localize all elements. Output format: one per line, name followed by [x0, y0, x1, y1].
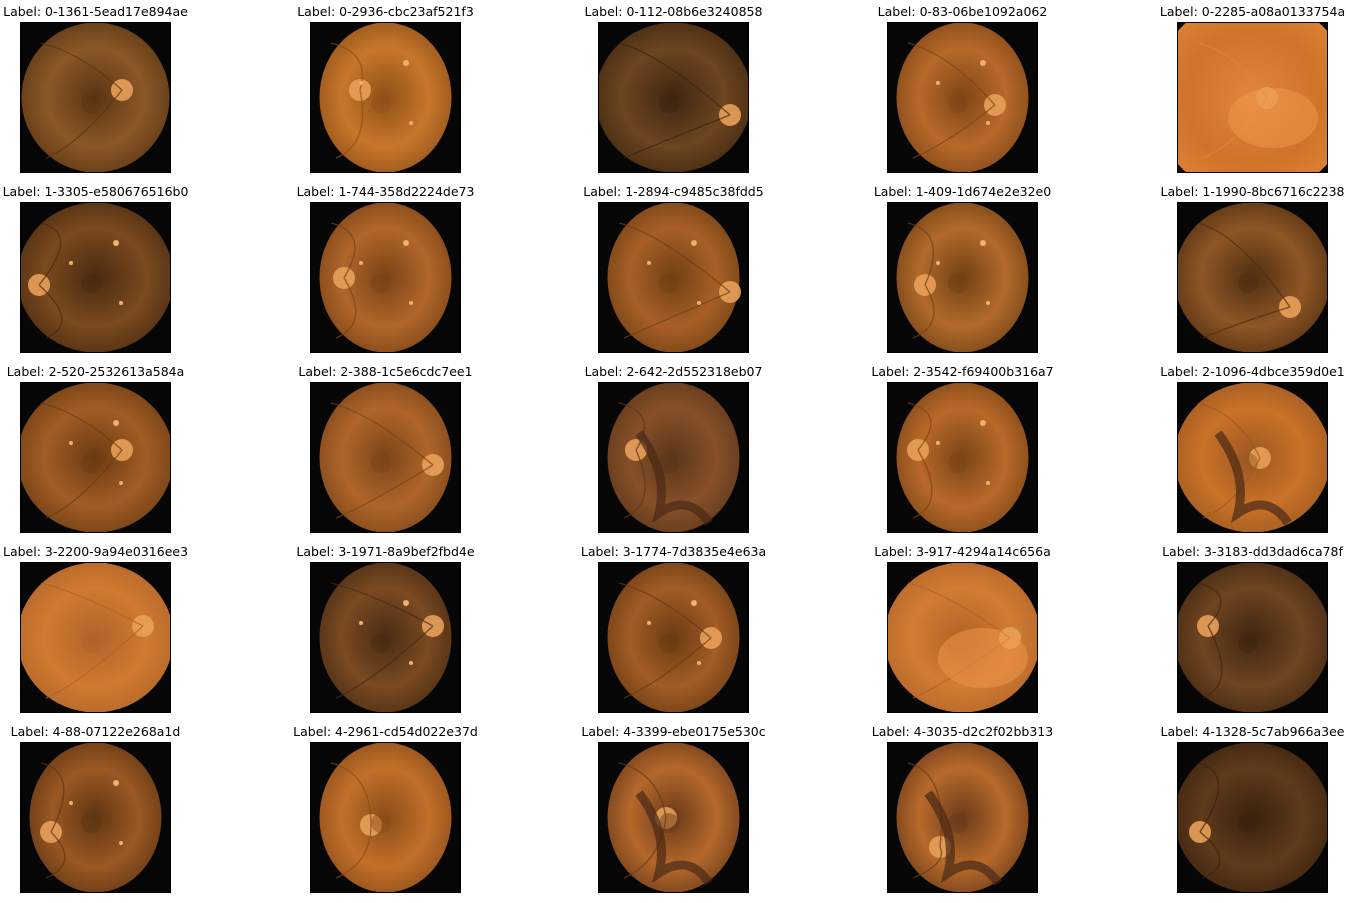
fundus-image — [20, 22, 171, 173]
fundus-thumbnail: Label: 4-2961-cd54d022e37d — [293, 724, 478, 896]
fundus-image — [887, 22, 1038, 173]
fundus-thumbnail: Label: 4-3399-ebe0175e530c — [581, 724, 766, 896]
fundus-thumbnail: Label: 2-388-1c5e6cdc7ee1 — [298, 364, 473, 536]
fundus-thumbnail: Label: 4-88-07122e268a1d — [11, 724, 180, 896]
fundus-thumbnail: Label: 3-1971-8a9bef2fbd4e — [296, 544, 475, 716]
image-label: Label: 2-520-2532613a584a — [6, 364, 185, 379]
fundus-image — [310, 382, 461, 533]
fundus-thumbnail: Label: 2-1096-4dbce359d0e1 — [1160, 364, 1345, 536]
fundus-thumbnail: Label: 4-1328-5c7ab966a3ee — [1161, 724, 1344, 896]
fundus-thumbnail: Label: 1-744-358d2224de73 — [297, 184, 474, 356]
fundus-thumbnail: Label: 3-917-4294a14c656a — [874, 544, 1051, 716]
fundus-image — [598, 562, 749, 713]
fundus-image — [887, 382, 1038, 533]
fundus-image — [1177, 382, 1328, 533]
fundus-image — [20, 742, 171, 893]
fundus-image — [20, 202, 171, 353]
image-label: Label: 3-1774-7d3835e4e63a — [580, 544, 767, 559]
image-label: Label: 1-3305-e580676516b0 — [2, 184, 189, 199]
fundus-thumbnail: Label: 3-2200-9a94e0316ee3 — [3, 544, 188, 716]
fundus-image — [310, 562, 461, 713]
fundus-thumbnail: Label: 0-2285-a08a0133754a — [1160, 4, 1345, 176]
image-label: Label: 1-744-358d2224de73 — [296, 184, 475, 199]
image-label: Label: 0-1361-5ead17e894ae — [3, 4, 188, 19]
image-label: Label: 1-2894-c9485c38fdd5 — [583, 184, 764, 199]
fundus-thumbnail: Label: 1-3305-e580676516b0 — [3, 184, 188, 356]
fundus-image — [1177, 562, 1328, 713]
fundus-image — [598, 202, 749, 353]
fundus-thumbnail: Label: 1-1990-8bc6716c2238 — [1161, 184, 1344, 356]
image-label: Label: 0-83-06be1092a062 — [877, 4, 1048, 19]
image-label: Label: 0-2285-a08a0133754a — [1159, 4, 1346, 19]
fundus-thumbnail: Label: 3-3183-dd3dad6ca78f — [1162, 544, 1343, 716]
fundus-thumbnail: Label: 0-1361-5ead17e894ae — [3, 4, 188, 176]
image-label: Label: 4-3399-ebe0175e530c — [581, 724, 766, 739]
image-label: Label: 0-112-08b6e3240858 — [584, 4, 763, 19]
image-label: Label: 4-1328-5c7ab966a3ee — [1160, 724, 1345, 739]
fundus-image — [598, 382, 749, 533]
fundus-image — [1177, 202, 1328, 353]
image-label: Label: 2-388-1c5e6cdc7ee1 — [298, 364, 473, 379]
fundus-image — [20, 382, 171, 533]
fundus-thumbnail: Label: 2-3542-f69400b316a7 — [871, 364, 1054, 536]
image-label: Label: 3-917-4294a14c656a — [874, 544, 1051, 559]
fundus-thumbnail: Label: 0-83-06be1092a062 — [878, 4, 1047, 176]
fundus-thumbnail: Label: 0-2936-cbc23af521f3 — [297, 4, 474, 176]
fundus-thumbnail: Label: 2-520-2532613a584a — [7, 364, 184, 536]
fundus-image — [887, 202, 1038, 353]
image-label: Label: 1-1990-8bc6716c2238 — [1160, 184, 1345, 199]
image-label: Label: 2-3542-f69400b316a7 — [871, 364, 1054, 379]
image-label: Label: 2-1096-4dbce359d0e1 — [1160, 364, 1345, 379]
fundus-image — [887, 562, 1038, 713]
image-label: Label: 0-2936-cbc23af521f3 — [297, 4, 474, 19]
fundus-thumbnail: Label: 1-2894-c9485c38fdd5 — [583, 184, 764, 356]
fundus-thumbnail: Label: 4-3035-d2c2f02bb313 — [872, 724, 1053, 896]
fundus-thumbnail: Label: 1-409-1d674e2e32e0 — [874, 184, 1051, 356]
image-label: Label: 3-2200-9a94e0316ee3 — [2, 544, 189, 559]
image-label: Label: 1-409-1d674e2e32e0 — [873, 184, 1052, 199]
image-label: Label: 4-2961-cd54d022e37d — [293, 724, 478, 739]
image-label: Label: 4-88-07122e268a1d — [10, 724, 181, 739]
fundus-image — [598, 742, 749, 893]
fundus-image — [310, 742, 461, 893]
image-label: Label: 3-1971-8a9bef2fbd4e — [296, 544, 475, 559]
fundus-image — [1177, 22, 1328, 173]
fundus-thumbnail: Label: 2-642-2d552318eb07 — [585, 364, 762, 536]
fundus-image — [598, 22, 749, 173]
fundus-image — [887, 742, 1038, 893]
image-label: Label: 3-3183-dd3dad6ca78f — [1162, 544, 1343, 559]
fundus-image — [310, 202, 461, 353]
fundus-image — [20, 562, 171, 713]
image-label: Label: 4-3035-d2c2f02bb313 — [871, 724, 1054, 739]
fundus-thumbnail: Label: 3-1774-7d3835e4e63a — [581, 544, 766, 716]
fundus-image — [1177, 742, 1328, 893]
image-label: Label: 2-642-2d552318eb07 — [584, 364, 763, 379]
fundus-thumbnail: Label: 0-112-08b6e3240858 — [585, 4, 762, 176]
fundus-image — [310, 22, 461, 173]
